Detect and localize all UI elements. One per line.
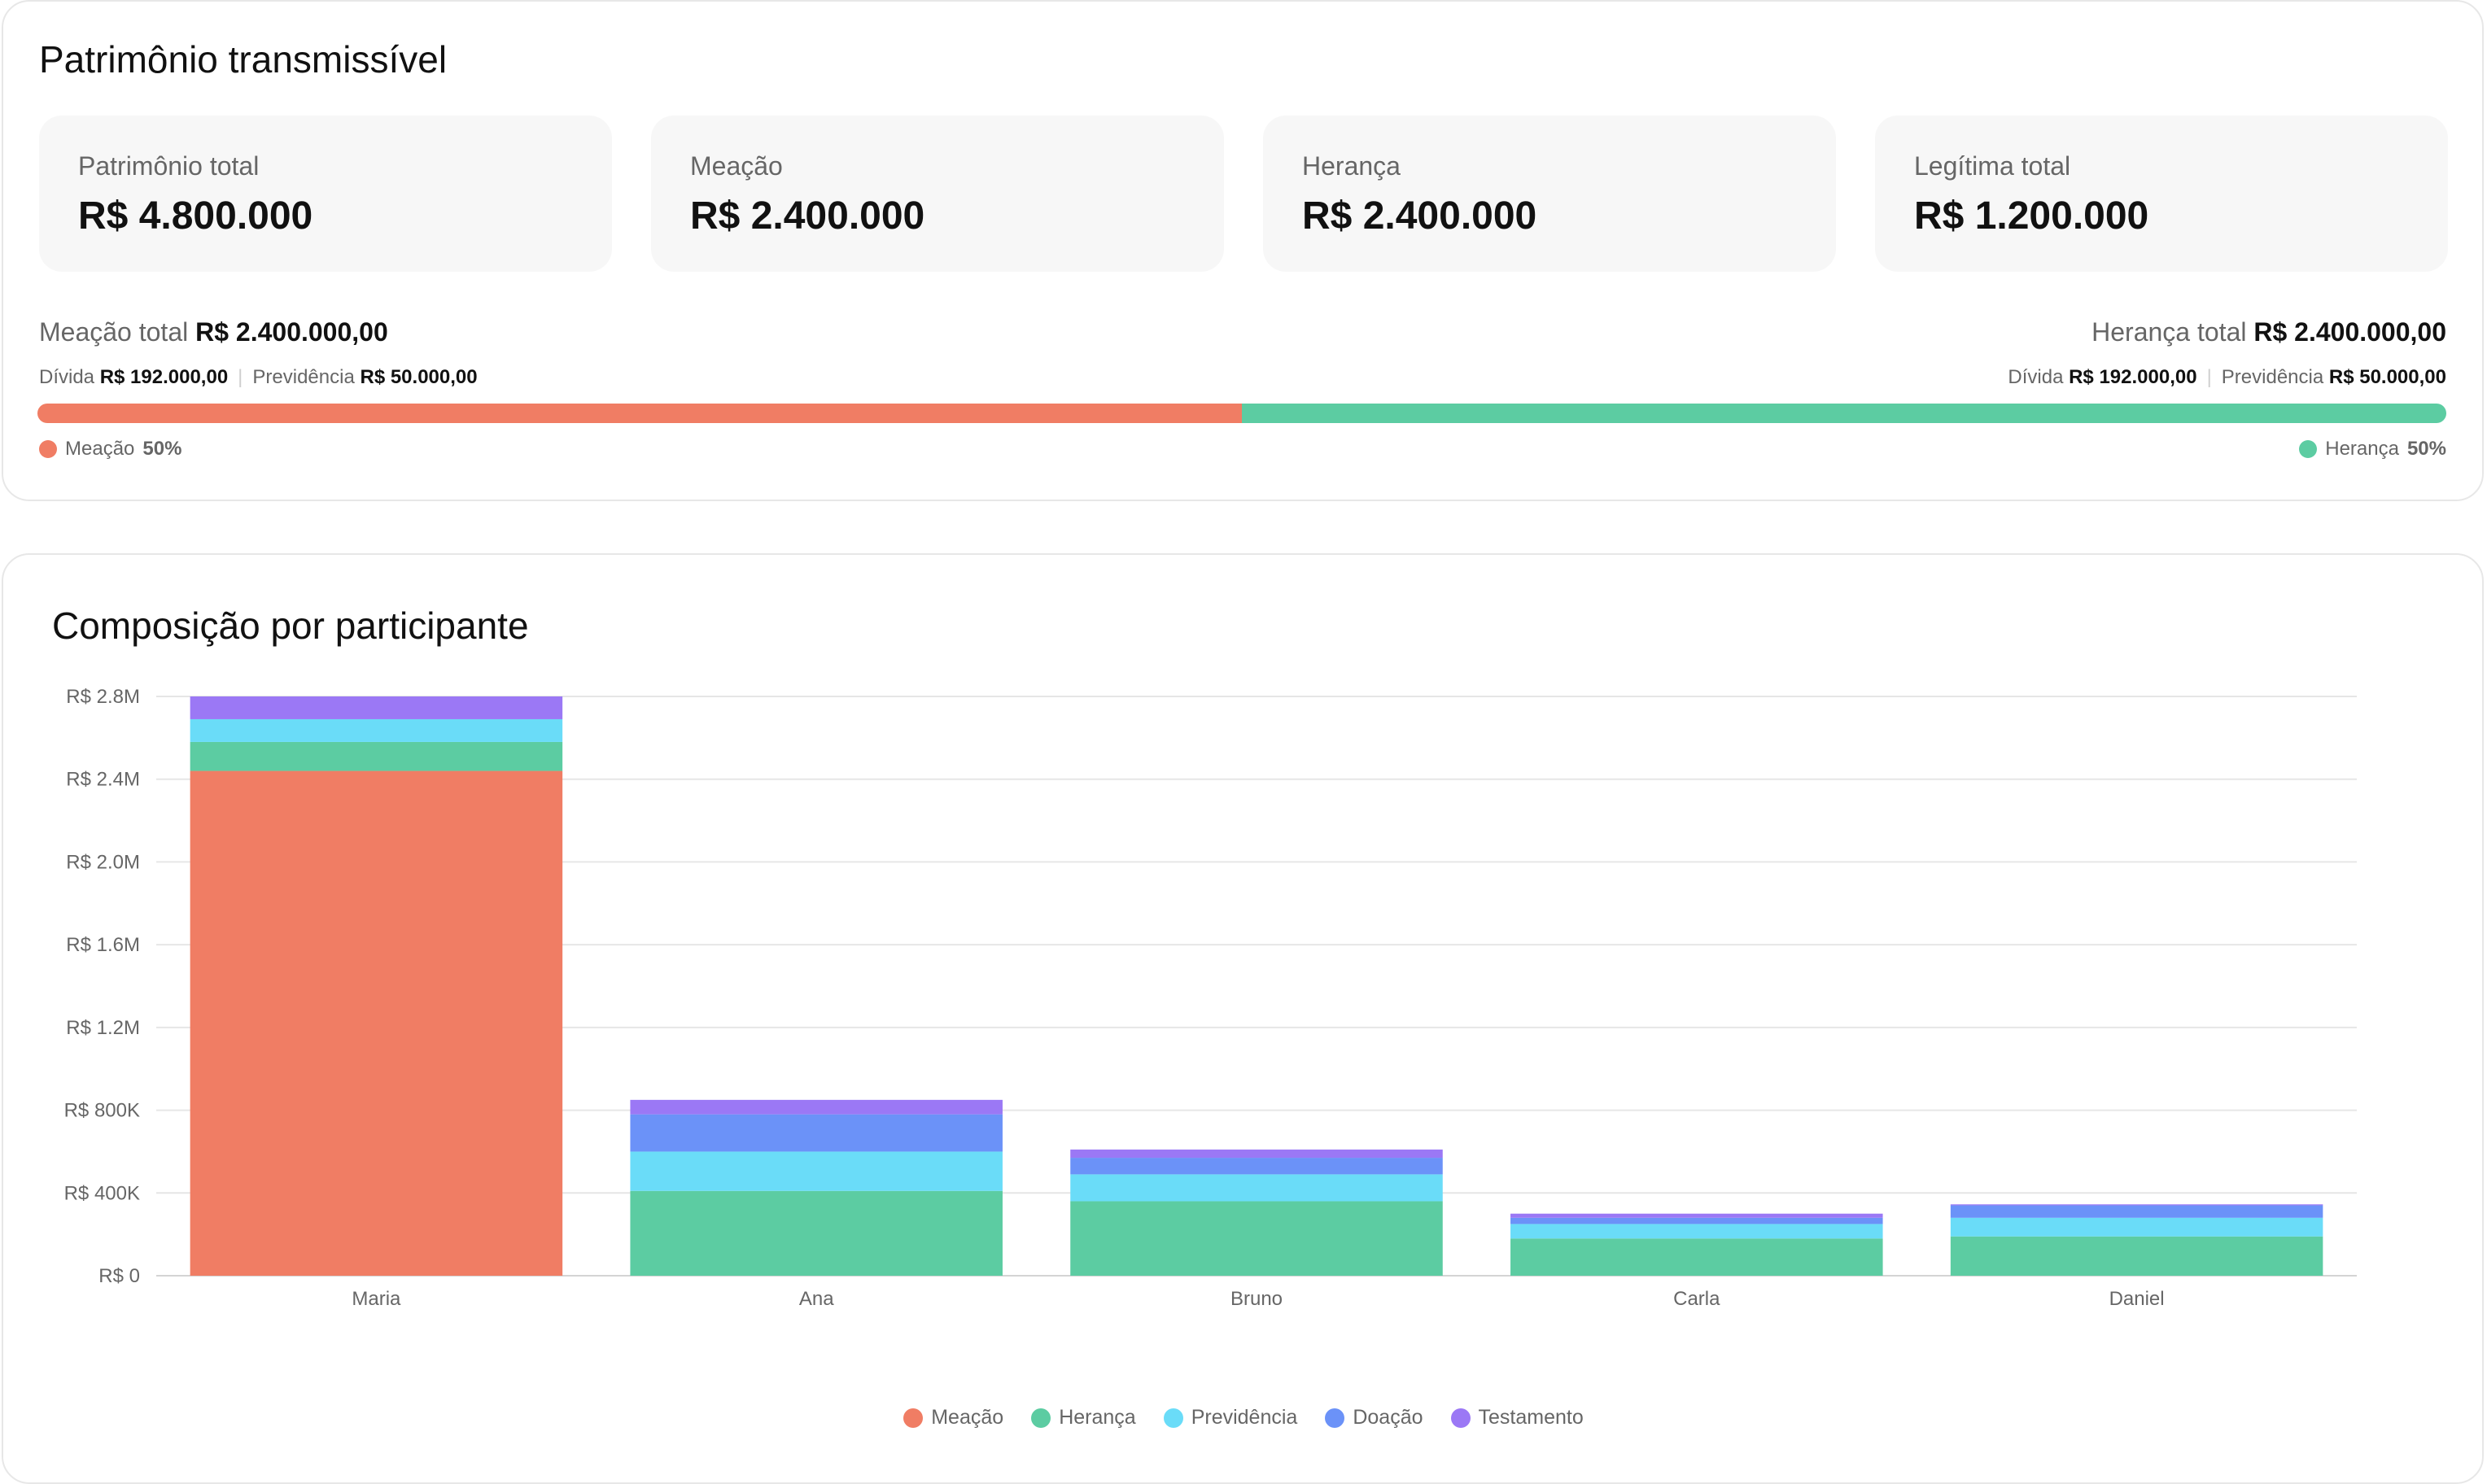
stat-label: Patrimônio total xyxy=(78,151,260,181)
bar-segment-meação[interactable] xyxy=(190,770,563,1276)
meacao-total: Meação total R$ 2.400.000,00 xyxy=(39,319,388,345)
doacao-dot-icon xyxy=(1325,1408,1345,1428)
bar-segment-herança[interactable] xyxy=(630,1190,1003,1276)
bar-segment-previdência[interactable] xyxy=(630,1151,1003,1191)
bar-segment-testamento[interactable] xyxy=(190,696,563,719)
meacao-total-value: R$ 2.400.000,00 xyxy=(195,317,388,347)
y-tick-label: R$ 1.6M xyxy=(66,934,140,956)
legend-label: Testamento xyxy=(1478,1406,1584,1429)
legend-item-previdencia[interactable]: Previdência xyxy=(1163,1406,1298,1429)
y-tick-label: R$ 400K xyxy=(64,1182,140,1204)
bar-segment-previdência[interactable] xyxy=(190,718,563,742)
y-tick-label: R$ 800K xyxy=(64,1100,140,1122)
stat-value: R$ 1.200.000 xyxy=(1914,194,2149,238)
legend-item-doacao[interactable]: Doação xyxy=(1325,1406,1423,1429)
x-tick-label: Daniel xyxy=(2109,1288,2165,1310)
bar-segment-herança[interactable] xyxy=(1950,1236,2323,1276)
split-legend-label: Herança xyxy=(2325,438,2399,460)
separator: | xyxy=(2206,366,2212,388)
stat-label: Legítima total xyxy=(1914,151,2071,181)
split-segment-meacao xyxy=(37,404,1242,423)
legend-label: Doação xyxy=(1353,1406,1423,1429)
x-tick-label: Ana xyxy=(799,1288,834,1310)
meacao-heranca-split-bar xyxy=(37,404,2446,423)
meacao-dot-icon xyxy=(903,1408,924,1428)
bar-segment-herança[interactable] xyxy=(1510,1238,1883,1276)
legend-label: Meação xyxy=(931,1406,1004,1429)
bar-segment-doação[interactable] xyxy=(630,1114,1003,1152)
previdencia-dot-icon xyxy=(1163,1408,1183,1428)
composition-title: Composição por participante xyxy=(52,605,529,647)
bar-segment-herança[interactable] xyxy=(1070,1201,1443,1276)
stat-label: Herança xyxy=(1302,151,1401,181)
bar-segment-herança[interactable] xyxy=(190,741,563,771)
meacao-details: Dívida R$ 192.000,00 | Previdência R$ 50.0… xyxy=(39,368,478,387)
legend-label: Previdência xyxy=(1191,1406,1298,1429)
summary-title: Patrimônio transmissível xyxy=(39,38,448,81)
stat-value: R$ 4.800.000 xyxy=(78,194,313,238)
stat-card-heranca: Herança R$ 2.400.000 xyxy=(1263,116,1836,272)
separator: | xyxy=(238,366,243,388)
meacao-dot-icon xyxy=(39,440,57,458)
debt-value: R$ 192.000,00 xyxy=(99,366,229,388)
x-tick-label: Maria xyxy=(352,1288,401,1310)
bar-segment-testamento[interactable] xyxy=(1510,1213,1883,1218)
debt-value: R$ 192.000,00 xyxy=(2069,366,2197,388)
heranca-total-value: R$ 2.400.000,00 xyxy=(2253,317,2446,347)
legend-item-heranca[interactable]: Herança xyxy=(1031,1406,1136,1429)
stat-card-meacao: Meação R$ 2.400.000 xyxy=(651,116,1224,272)
x-tick-label: Carla xyxy=(1673,1288,1720,1310)
bar-segment-testamento[interactable] xyxy=(1070,1149,1443,1159)
y-tick-label: R$ 2.4M xyxy=(66,769,140,791)
split-segment-heranca xyxy=(1242,404,2446,423)
pension-label: Previdência xyxy=(2221,366,2324,388)
pension-value: R$ 50.000,00 xyxy=(360,366,478,388)
split-legend-percent: 50% xyxy=(2406,438,2446,460)
pension-value: R$ 50.000,00 xyxy=(2328,366,2446,388)
stat-value: R$ 2.400.000 xyxy=(1302,194,1537,238)
bar-segment-testamento[interactable] xyxy=(630,1099,1003,1115)
y-tick-label: R$ 1.2M xyxy=(66,1017,140,1039)
chart-legend: Meação Herança Previdência Doação Testam… xyxy=(0,1406,2487,1429)
debt-label: Dívida xyxy=(39,366,95,388)
y-tick-label: R$ 0 xyxy=(98,1265,140,1287)
bar-segment-previdência[interactable] xyxy=(1950,1217,2323,1237)
heranca-total-label: Herança total xyxy=(2091,317,2247,347)
stat-card-patrimonio-total: Patrimônio total R$ 4.800.000 xyxy=(39,116,612,272)
y-tick-label: R$ 2.0M xyxy=(66,851,140,873)
stat-card-legitima-total: Legítima total R$ 1.200.000 xyxy=(1875,116,2448,272)
heranca-dot-icon xyxy=(1031,1408,1051,1428)
split-legend-percent: 50% xyxy=(142,438,182,460)
pension-label: Previdência xyxy=(252,366,355,388)
heranca-total: Herança total R$ 2.400.000,00 xyxy=(2091,319,2446,345)
bar-segment-doação[interactable] xyxy=(1510,1217,1883,1224)
bar-segment-doação[interactable] xyxy=(1950,1205,2323,1218)
heranca-dot-icon xyxy=(2299,440,2318,458)
stat-value: R$ 2.400.000 xyxy=(690,194,925,238)
bar-segment-doação[interactable] xyxy=(1070,1158,1443,1175)
legend-item-testamento[interactable]: Testamento xyxy=(1450,1406,1584,1429)
y-tick-label: R$ 2.8M xyxy=(66,686,140,708)
legend-label: Herança xyxy=(1059,1406,1136,1429)
split-legend-meacao: Meação 50% xyxy=(39,439,181,459)
debt-label: Dívida xyxy=(2008,366,2064,388)
testamento-dot-icon xyxy=(1450,1408,1471,1428)
split-legend-label: Meação xyxy=(65,438,135,460)
bar-segment-previdência[interactable] xyxy=(1510,1224,1883,1239)
heranca-details: Dívida R$ 192.000,00 | Previdência R$ 50.0… xyxy=(2008,368,2446,387)
bar-segment-previdência[interactable] xyxy=(1070,1174,1443,1202)
x-tick-label: Bruno xyxy=(1230,1288,1283,1310)
legend-item-meacao[interactable]: Meação xyxy=(903,1406,1003,1429)
split-legend-heranca: Herança 50% xyxy=(2299,439,2446,459)
stat-label: Meação xyxy=(690,151,783,181)
meacao-total-label: Meação total xyxy=(39,317,189,347)
bar-segment-testamento[interactable] xyxy=(1950,1204,2323,1206)
